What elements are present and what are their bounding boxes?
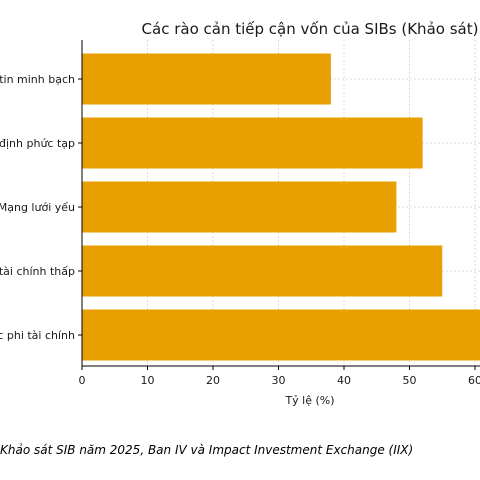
y-tick-label: Thiếu thông tin minh bạch bbox=[0, 73, 75, 86]
source-note: Khảo sát SIB năm 2025, Ban IV và Impact … bbox=[0, 443, 414, 457]
bar bbox=[82, 117, 423, 169]
x-tick-label: 30 bbox=[272, 374, 286, 387]
y-tick-labels: Thiếu thông tin minh bạch Quy định phức t… bbox=[0, 73, 82, 342]
x-tick-label: 20 bbox=[206, 374, 220, 387]
bar bbox=[82, 181, 397, 233]
x-tick-label: 50 bbox=[403, 374, 417, 387]
y-tick-label: Thiếu năng lực phi tài chính bbox=[0, 329, 75, 342]
x-axis-label: Tỷ lệ (%) bbox=[284, 394, 334, 407]
bars bbox=[82, 53, 480, 361]
bar bbox=[82, 53, 331, 105]
x-tick-label: 60 bbox=[468, 374, 480, 387]
y-tick-label: Năng lực kiểm chứng kết quả tài chính th… bbox=[0, 265, 75, 278]
x-tick-label: 40 bbox=[337, 374, 351, 387]
bar bbox=[82, 309, 480, 361]
y-tick-label: Mạng lưới yếu bbox=[0, 201, 75, 214]
chart-title: Các rào cản tiếp cận vốn của SIBs (Khảo … bbox=[142, 20, 479, 38]
x-tick-label: 10 bbox=[141, 374, 155, 387]
x-tick-labels: 0 10 20 30 40 50 60 bbox=[79, 366, 480, 387]
y-tick-label: Quy định phức tạp bbox=[0, 137, 75, 150]
axes bbox=[81, 40, 480, 367]
x-tick-label: 0 bbox=[79, 374, 86, 387]
bar bbox=[82, 245, 443, 297]
